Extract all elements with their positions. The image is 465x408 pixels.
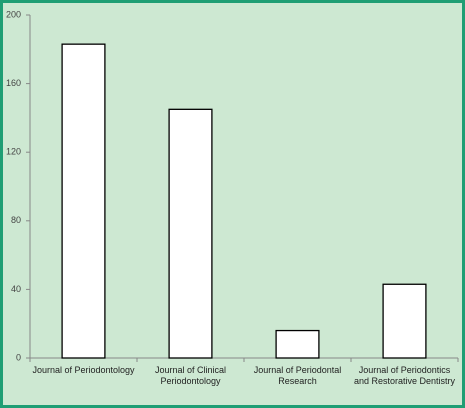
bar — [382, 283, 427, 359]
x-tick-label: Journal of Clinical Periodontology — [154, 365, 227, 386]
y-tick-label: 80 — [11, 215, 21, 225]
bar — [168, 108, 213, 359]
bar — [275, 329, 320, 359]
x-tick-label: Journal of Periodontics and Restorative … — [353, 365, 456, 386]
bar — [61, 43, 106, 359]
chart: 0 40 80 120 160 200 — [6, 9, 459, 362]
x-tick-label: Journal of Periodontal Research — [253, 365, 342, 386]
x-tick-label: Journal of Periodontology — [32, 365, 135, 375]
y-tick-label: 200 — [6, 9, 21, 19]
y-tick-label: 40 — [11, 284, 21, 294]
y-tick-label: 0 — [16, 352, 21, 362]
y-tick-label: 120 — [6, 147, 21, 157]
y-tick-label: 160 — [6, 78, 21, 88]
